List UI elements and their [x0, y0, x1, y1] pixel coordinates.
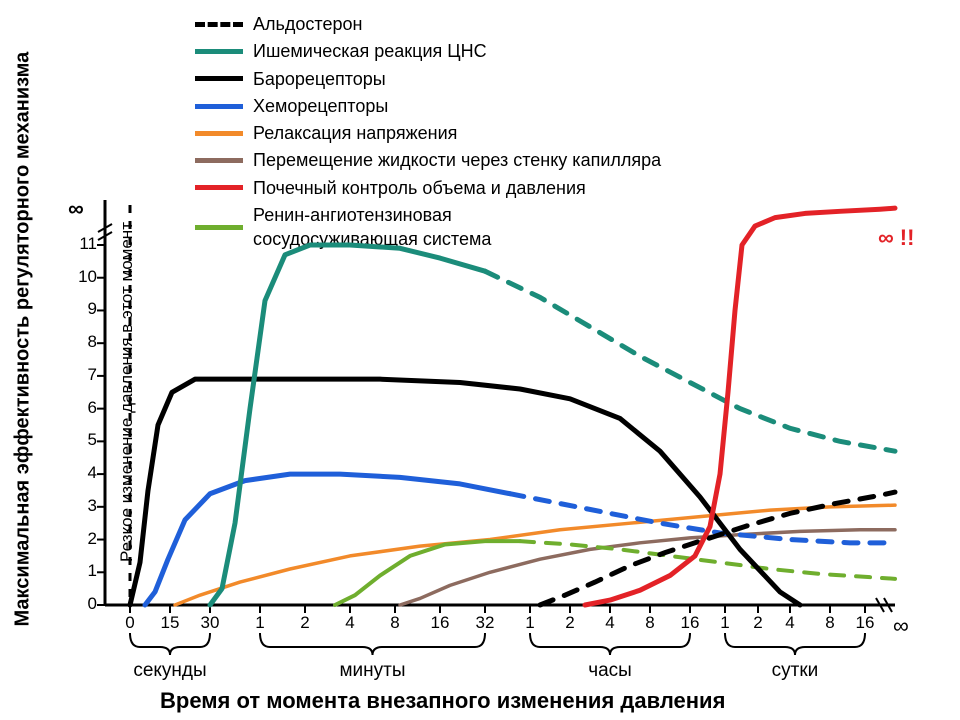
x-tick-label: 4 [336, 613, 364, 633]
series-relax [175, 505, 895, 605]
x-tick-label: 1 [711, 613, 739, 633]
x-tick-label: 32 [471, 613, 499, 633]
y-tick-label: 10 [71, 267, 97, 287]
x-group-label: часы [560, 660, 660, 682]
series-renin-dashed [520, 541, 895, 579]
x-tick-label: 15 [156, 613, 184, 633]
x-tick-label: 8 [636, 613, 664, 633]
series-baro [130, 379, 800, 605]
x-tick-label: 0 [116, 613, 144, 633]
x-tick-label: 30 [196, 613, 224, 633]
y-tick-label: 8 [71, 332, 97, 352]
x-group-label: секунды [120, 660, 220, 682]
x-tick-label: 4 [776, 613, 804, 633]
y-tick-label: 11 [71, 234, 97, 254]
x-tick-label: 16 [426, 613, 454, 633]
chart-svg [0, 0, 960, 720]
y-tick-label: 0 [71, 594, 97, 614]
chart-root: Максимальная эффективность регуляторного… [0, 0, 960, 720]
x-group-label: сутки [745, 660, 845, 682]
y-tick-label: 9 [71, 299, 97, 319]
y-tick-label: 3 [71, 496, 97, 516]
x-tick-label: 16 [851, 613, 879, 633]
x-tick-label: 2 [291, 613, 319, 633]
y-tick-label: 2 [71, 529, 97, 549]
x-tick-label: 16 [676, 613, 704, 633]
y-tick-label: 7 [71, 365, 97, 385]
y-tick-label: 1 [71, 561, 97, 581]
x-axis-infinity: ∞ [893, 613, 909, 639]
x-tick-label: 8 [816, 613, 844, 633]
y-tick-label: 4 [71, 463, 97, 483]
x-tick-label: 2 [556, 613, 584, 633]
series-cns [210, 245, 485, 605]
x-tick-label: 1 [516, 613, 544, 633]
x-group-label: минуты [323, 660, 423, 682]
x-tick-label: 4 [596, 613, 624, 633]
series-cns-dashed [485, 271, 895, 451]
y-tick-label: 5 [71, 430, 97, 450]
x-tick-label: 8 [381, 613, 409, 633]
y-tick-label: 6 [71, 398, 97, 418]
x-tick-label: 2 [744, 613, 772, 633]
x-tick-label: 1 [246, 613, 274, 633]
